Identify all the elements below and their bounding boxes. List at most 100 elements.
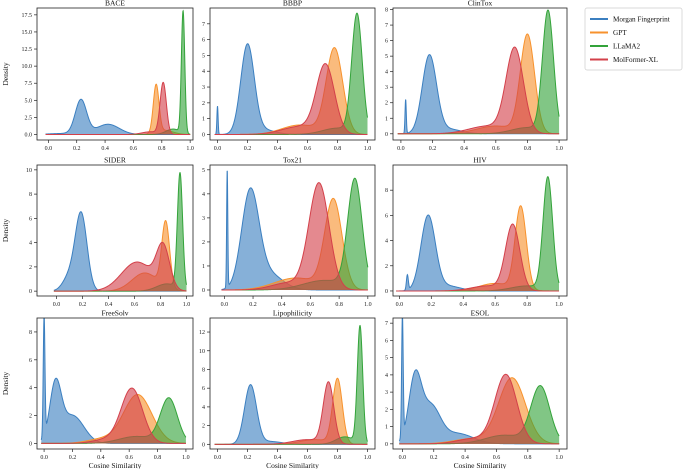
y-tick-label: 5 bbox=[202, 168, 205, 174]
density-area-morgan-fingerprint bbox=[214, 384, 368, 445]
x-tick-label: 1.0 bbox=[555, 302, 563, 308]
y-tick-label: 2 bbox=[385, 264, 388, 270]
panel-title: HIV bbox=[473, 156, 487, 165]
y-tick-label: 4 bbox=[385, 70, 388, 76]
density-area-morgan-fingerprint bbox=[397, 54, 560, 134]
y-tick-label: 2 bbox=[385, 407, 388, 413]
y-tick-label: 3 bbox=[385, 85, 388, 91]
panel-esol: 0.0 0.2 0.4 0.6 0.8 1.0 0 1 2 3 4 5 6 7 ESOL Cosine Sim… bbox=[385, 309, 568, 469]
y-tick-label: 4 bbox=[29, 386, 32, 392]
x-tick-label: 0.2 bbox=[429, 146, 437, 152]
density-area-molformer-xl bbox=[214, 63, 368, 135]
curves-bace bbox=[45, 9, 191, 136]
y-tick-label: 1 bbox=[385, 425, 388, 431]
y-tick-label: 8 bbox=[385, 188, 388, 194]
y-tick-label: 0.0 bbox=[25, 133, 33, 139]
y-tick-label: 12.5 bbox=[22, 47, 33, 53]
plot-frame bbox=[392, 7, 568, 141]
panel-title: BBBP bbox=[283, 0, 302, 8]
y-tick-label: 2.5 bbox=[25, 115, 33, 121]
x-axis-label: Cosine Similarity bbox=[266, 461, 319, 469]
density-area-molformer-xl bbox=[53, 242, 187, 292]
x-tick-label: 0.8 bbox=[158, 146, 166, 152]
x-tick-label: 0.4 bbox=[105, 302, 113, 308]
plot-frame bbox=[36, 7, 194, 141]
density-area-llama2 bbox=[214, 13, 368, 135]
density-area-molformer-xl bbox=[397, 47, 560, 134]
curves-tox21 bbox=[221, 170, 369, 291]
density-area-morgan-fingerprint bbox=[41, 318, 186, 444]
x-tick-label: 0.4 bbox=[274, 455, 282, 461]
density-area-llama2 bbox=[45, 10, 191, 135]
y-tick-label: 17.5 bbox=[22, 13, 33, 19]
legend-label-llama2: LLaMA2 bbox=[613, 43, 641, 51]
y-tick-label: 4 bbox=[202, 69, 205, 75]
density-area-molformer-xl bbox=[214, 381, 368, 445]
curves-clintox bbox=[397, 9, 560, 135]
density-line-llama2 bbox=[45, 9, 191, 136]
x-tick-label: 0.8 bbox=[154, 455, 162, 461]
y-tick-label: 4 bbox=[385, 239, 388, 245]
x-tick-label: 0.6 bbox=[307, 302, 315, 308]
density-line-molformer-xl bbox=[214, 63, 368, 135]
x-tick-label: 0.8 bbox=[335, 302, 343, 308]
y-tick-label: 2 bbox=[202, 101, 205, 107]
plot-frame bbox=[392, 317, 568, 450]
y-tick-label: 3 bbox=[202, 85, 205, 91]
density-line-molformer-xl bbox=[399, 373, 560, 445]
x-tick-label: 0.8 bbox=[334, 455, 342, 461]
y-tick-label: 3 bbox=[202, 216, 205, 222]
y-tick-label: 1 bbox=[385, 116, 388, 122]
density-area-llama2 bbox=[221, 178, 368, 290]
y-tick-label: 10.0 bbox=[22, 64, 33, 70]
density-area-molformer-xl bbox=[396, 224, 560, 291]
y-tick-label: 8 bbox=[385, 8, 388, 14]
density-area-gpt bbox=[214, 378, 368, 445]
x-tick-label: 0.0 bbox=[53, 302, 61, 308]
x-tick-label: 0.4 bbox=[278, 302, 286, 308]
panel-title: Lipophilicity bbox=[273, 309, 312, 318]
x-tick-label: 0.4 bbox=[459, 302, 467, 308]
curves-hiv bbox=[396, 176, 560, 292]
density-area-morgan-fingerprint bbox=[221, 170, 368, 290]
density-area-llama2 bbox=[396, 176, 560, 291]
x-tick-label: 0.8 bbox=[524, 455, 532, 461]
panel-clintox: 0.0 0.2 0.4 0.6 0.8 1.0 0 1 2 3 4 5 6 7 8 ClinTox bbox=[385, 0, 568, 152]
plot-frame bbox=[209, 7, 376, 141]
density-area-molformer-xl bbox=[41, 388, 186, 444]
y-tick-label: 4 bbox=[29, 241, 32, 247]
x-axis-label: Cosine Similarity bbox=[89, 461, 142, 469]
x-tick-label: 0.6 bbox=[304, 455, 312, 461]
y-tick-label: 4 bbox=[385, 373, 388, 379]
y-tick-label: 6 bbox=[202, 386, 205, 392]
x-tick-label: 0.8 bbox=[524, 146, 532, 152]
legend-label-morgan-fingerprint: Morgan Fingerprint bbox=[613, 16, 670, 24]
x-tick-label: 0.6 bbox=[493, 455, 501, 461]
legend-frame bbox=[584, 7, 683, 71]
panel-bace: 0.0 0.2 0.4 0.6 0.8 1.0 0.0 2.5 5.0 7.5 10.0 12.5 15… bbox=[1, 0, 194, 152]
y-tick-label: 15.0 bbox=[22, 30, 33, 36]
panel-lipophilicity: 0.0 0.2 0.4 0.6 0.8 1.0 0 2 4 6 8 10 12 Lipophilicity… bbox=[199, 309, 376, 469]
x-tick-label: 0.0 bbox=[397, 146, 405, 152]
x-tick-label: 0.8 bbox=[157, 302, 165, 308]
x-tick-label: 0.4 bbox=[461, 455, 469, 461]
density-area-morgan-fingerprint bbox=[53, 211, 187, 292]
curves-sider bbox=[53, 172, 187, 292]
y-axis-label: Density bbox=[1, 219, 10, 243]
density-line-molformer-xl bbox=[397, 46, 560, 135]
y-tick-label: 6 bbox=[29, 358, 32, 364]
y-tick-label: 4 bbox=[202, 192, 205, 198]
y-tick-label: 8 bbox=[29, 330, 32, 336]
curves-lipophilicity bbox=[214, 324, 368, 445]
x-tick-label: 0.2 bbox=[428, 302, 436, 308]
legend-label-gpt: GPT bbox=[613, 29, 627, 37]
x-tick-label: 0.0 bbox=[45, 146, 53, 152]
y-tick-label: 8 bbox=[29, 192, 32, 198]
y-tick-label: 10 bbox=[199, 349, 205, 355]
density-line-molformer-xl bbox=[396, 223, 560, 292]
y-tick-label: 12 bbox=[199, 330, 205, 336]
x-tick-label: 0.0 bbox=[214, 146, 222, 152]
plot-frame bbox=[392, 164, 568, 297]
x-axis-label: Cosine Similarity bbox=[454, 461, 507, 469]
